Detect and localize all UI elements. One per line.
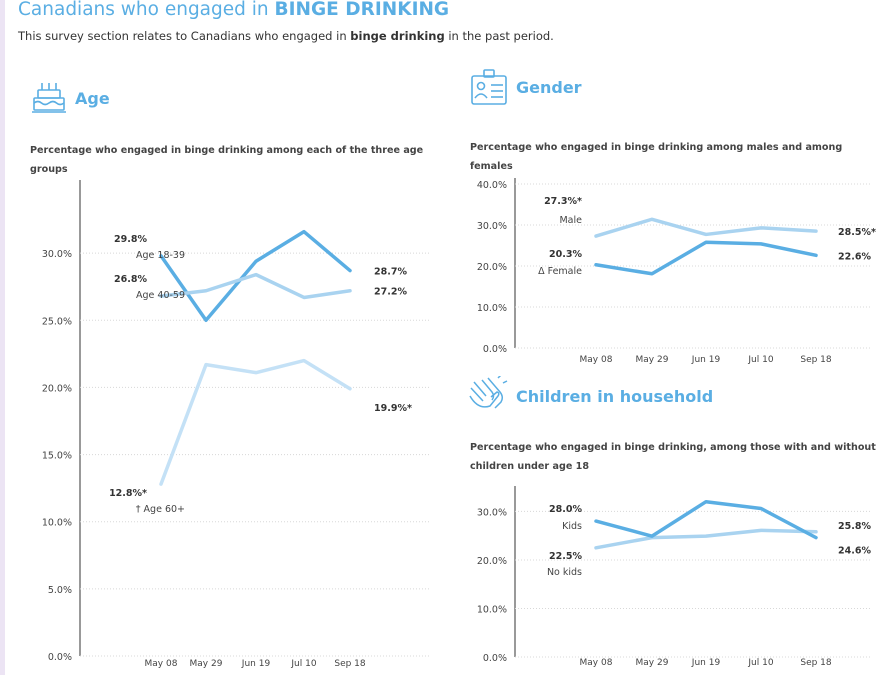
age-y-tick-label: 20.0% [42,383,72,394]
children-section-title: Children in household [516,387,714,406]
gender-chart: 0.0% 10.0% 20.0% 30.0% 40.0% May 08 May 29 Jun … [477,178,876,365]
children-chart-description: Percentage who engaged in binge drinking… [470,442,876,472]
age-y-tick-label: 25.0% [42,316,72,327]
gender-section-title: Gender [516,78,582,97]
gender-series-line [594,217,818,238]
gender-series-line [594,240,818,276]
age-chart: 0.0% 5.0% 10.0% 15.0% 20.0% 25.0% 30.0% May 08 M… [42,180,430,669]
children-x-tick-label: Jun 19 [691,658,721,668]
age-start-value-label: 12.8%* [109,488,147,499]
gender-x-tick-label: Jul 10 [747,355,773,365]
age-series-line [159,358,352,486]
gender-y-tick-label: 0.0% [483,344,507,355]
age-series-line [159,272,352,300]
page-title: Canadians who engaged in BINGE DRINKING [18,0,450,20]
age-series-name-label: Age 18-39 [136,250,185,261]
gender-x-tick-label: May 08 [580,355,613,365]
age-section-title: Age [75,89,110,108]
children-x-tick-label: Sep 18 [800,658,832,668]
children-y-tick-label: 20.0% [477,556,507,567]
gender-chart-description: Percentage who engaged in binge drinking… [470,142,843,172]
children-chart: 0.0% 10.0% 20.0% 30.0% May 08 May 29 Jun 19 Jul… [477,486,871,668]
gender-x-tick-label: Sep 18 [800,355,832,365]
gender-series-name-label: Δ Female [538,266,582,277]
birthday-cake-icon [31,80,67,116]
children-start-value-label: 22.5% [549,551,582,562]
children-series-line [594,528,818,550]
gender-y-tick-label: 20.0% [477,262,507,273]
age-x-tick-label: Sep 18 [334,659,366,669]
children-x-tick-label: May 08 [580,658,613,668]
age-chart-description: Percentage who engaged in binge drinking… [30,145,424,175]
children-x-tick-label: May 29 [636,658,669,668]
gender-end-value-label: 28.5%* [838,227,876,238]
age-x-tick-label: Jul 10 [290,659,316,669]
age-x-tick-label: May 08 [145,659,178,669]
age-series-line [159,229,352,323]
gender-x-tick-label: Jun 19 [691,355,721,365]
age-series-name-label: Age 40-59 [136,290,185,301]
age-start-value-label: 26.8% [114,274,147,285]
gender-y-tick-label: 10.0% [477,303,507,314]
age-end-value-label: 27.2% [374,287,407,298]
gender-y-tick-label: 30.0% [477,221,507,232]
children-series-name-label: Kids [562,521,582,532]
children-series-name-label: No kids [547,567,582,578]
age-y-tick-label: 10.0% [42,518,72,529]
age-series-name-label: † Age 60+ [136,504,185,515]
children-series-line [594,499,818,540]
age-x-tick-label: Jun 19 [241,659,271,669]
age-x-tick-label: May 29 [190,659,223,669]
clapping-hands-icon [468,374,508,414]
children-start-value-label: 28.0% [549,504,582,515]
children-x-tick-label: Jul 10 [747,658,773,668]
gender-end-value-label: 22.6% [838,251,871,262]
gender-start-value-label: 20.3% [549,249,582,260]
gender-series-name-label: Male [559,215,582,226]
id-card-icon [470,68,508,108]
gender-y-tick-label: 40.0% [477,180,507,191]
children-y-tick-label: 0.0% [483,653,507,664]
age-y-tick-label: 30.0% [42,249,72,260]
age-start-value-label: 29.8% [114,234,147,245]
children-y-tick-label: 30.0% [477,507,507,518]
age-y-tick-label: 15.0% [42,451,72,462]
children-end-value-label: 25.8% [838,521,871,532]
age-end-value-label: 28.7% [374,267,407,278]
children-end-value-label: 24.6% [838,546,871,557]
page-subtitle: This survey section relates to Canadians… [18,29,554,43]
age-end-value-label: 19.9%* [374,403,412,414]
age-y-tick-label: 5.0% [48,585,72,596]
left-accent-strip [0,0,5,675]
age-y-tick-label: 0.0% [48,652,72,663]
gender-start-value-label: 27.3%* [544,196,582,207]
children-y-tick-label: 10.0% [477,604,507,615]
gender-x-tick-label: May 29 [636,355,669,365]
